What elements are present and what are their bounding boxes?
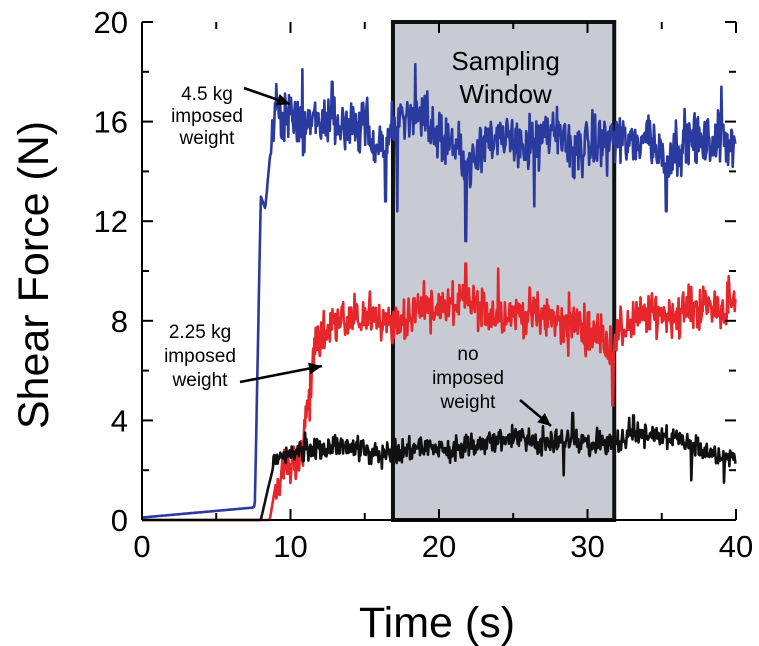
annotation-none-text: weight: [440, 392, 497, 413]
annotation-heavy-text: imposed: [171, 106, 243, 127]
x-tick-label: 10: [273, 529, 307, 564]
x-axis-title: Time (s): [359, 599, 515, 646]
annotation-medium-text: 2.25 kg: [169, 322, 231, 343]
annotation-medium-arrow: [239, 364, 323, 384]
annotation-none-text: imposed: [432, 368, 504, 389]
series-line-heavy: [141, 63, 737, 519]
y-tick-label: 8: [111, 304, 128, 339]
y-tick-label: 0: [111, 503, 128, 538]
annotation-none-text: no: [457, 344, 478, 365]
x-tick-label: 0: [133, 529, 150, 564]
annotation-medium-arrowhead: [308, 362, 322, 375]
annotation-medium-text: imposed: [164, 346, 236, 367]
x-tick-label: 40: [719, 529, 753, 564]
sampling-window-label: Sampling: [451, 46, 559, 76]
axes-layer: [141, 21, 737, 521]
annotation-medium-text: weight: [172, 370, 229, 391]
y-tick-label: 4: [111, 403, 128, 438]
x-tick-label: 20: [422, 529, 456, 564]
y-tick-label: 20: [94, 5, 128, 40]
labels-layer: 0 10 20 30 40 0 4 8 12 16 20 Time (s) Shear Force (N…: [10, 5, 753, 646]
y-tick-label: 12: [94, 204, 128, 239]
x-tick-label: 30: [570, 529, 604, 564]
annotation-none-arrowhead: [537, 413, 551, 426]
y-axis-title: Shear Force (N): [10, 121, 58, 429]
annotation-heavy-text: weight: [179, 128, 236, 149]
sampling-window-label: Window: [459, 79, 552, 109]
y-tick-label: 16: [94, 105, 128, 140]
annotation-heavy-arrowhead: [275, 94, 290, 106]
annotation-heavy-text: 4.5 kg: [181, 84, 233, 105]
